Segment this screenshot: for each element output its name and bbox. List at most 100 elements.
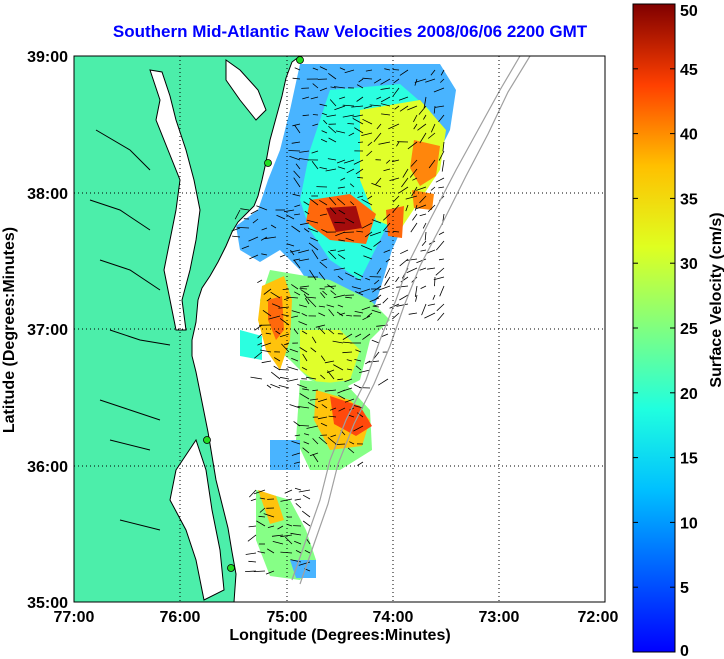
velocity-arrow [356,84,364,89]
velocity-arrow [329,197,337,206]
velocity-arrow [248,236,259,242]
velocity-arrow [312,123,319,127]
velocity-arrow [234,209,241,220]
velocity-arrow [383,222,391,232]
velocity-arrow [436,303,445,312]
velocity-arrow [369,231,382,237]
velocity-arrow [300,222,310,226]
velocity-arrow [384,279,389,285]
velocity-arrow [414,204,418,211]
velocity-arrow [321,404,328,409]
velocity-arrow [342,333,353,340]
velocity-arrow [306,219,319,224]
velocity-arrow [372,303,382,307]
velocity-arrow [384,267,391,279]
velocity-arrow [267,525,275,528]
velocity-arrow [318,312,326,317]
velocity-arrow [337,166,346,170]
velocity-arrow [380,96,391,103]
velocity-arrow [434,276,436,287]
velocity-arrow [256,520,266,527]
velocity-arrow [362,77,373,80]
velocity-arrow [441,159,445,172]
colorbar-tick-label: 0 [680,643,689,659]
velocity-arrow [355,349,362,353]
velocity-arrow [259,507,266,513]
velocity-arrow [346,359,353,362]
velocity-arrow [245,552,257,555]
velocity-arrow [257,333,263,339]
velocity-arrow [271,303,281,308]
velocity-arrow [248,525,257,528]
colorbar-tick-label: 30 [680,256,698,273]
x-tick-label: 72:00 [578,609,619,626]
velocity-arrow [291,225,301,233]
velocity-arrow [354,127,364,134]
velocity-arrow [329,207,337,215]
velocity-arrow [369,104,382,107]
velocity-arrow [378,141,391,145]
velocity-arrow [290,249,295,256]
velocity-arrow [438,231,445,235]
velocity-arrow [297,406,310,409]
velocity-arrow [302,388,310,391]
velocity-arrow [281,343,290,353]
velocity-arrow [312,389,319,392]
velocity-arrow [301,367,308,371]
velocity-arrow [261,253,268,256]
velocity-arrow [438,186,445,189]
velocity-arrow [317,398,328,403]
rivers [89,129,171,531]
velocity-arrow [299,393,310,400]
velocity-arrow [260,349,272,353]
velocity-arrow [302,96,310,100]
velocity-arrow [273,357,281,362]
velocity-arrow [423,96,427,109]
velocity-arrow [400,249,409,255]
velocity-arrow [254,324,263,331]
velocity-arrow [250,209,259,215]
velocity-arrow [318,305,326,308]
velocity-arrow [396,285,409,288]
radar-stations [203,56,304,572]
velocity-arrow [282,288,290,290]
velocity-arrow [299,347,308,353]
velocity-arrow [328,415,337,418]
velocity-arrow [410,159,418,167]
velocity-arrow [270,371,281,380]
velocity-arrow [340,177,346,181]
velocity-arrow [354,359,362,362]
velocity-arrow [401,177,409,188]
velocity-arrow [427,303,436,306]
velocity-arrow [412,213,418,221]
velocity-arrow [439,285,445,297]
velocity-arrow [319,167,328,170]
velocity-arrow [361,132,373,136]
velocity-arrow [304,550,311,554]
velocity-arrow [257,342,263,346]
velocity-arrow [299,288,308,290]
delaware-bay [225,59,267,121]
velocity-arrow [338,394,346,400]
velocity-arrow [295,503,302,509]
velocity-arrow [416,186,427,191]
velocity-arrow [319,261,328,269]
velocity-arrow [391,159,400,163]
velocity-arrow [285,214,295,220]
velocity-arrow [383,168,391,172]
velocity-arrow [338,209,346,215]
velocity-arrow [338,407,346,412]
velocity-arrow [359,369,371,373]
velocity-arrow [420,285,427,289]
velocity-arrow [319,213,328,216]
velocity-arrow [336,311,344,317]
velocity-arrow [362,315,371,321]
velocity-arrow [261,360,272,364]
x-tick-label: 74:00 [373,609,414,626]
velocity-arrow [373,240,382,247]
velocity-arrow [321,229,328,233]
velocity-arrow [440,78,445,83]
velocity-arrow [307,402,319,409]
velocity-arrow [407,105,418,111]
velocity-arrow [326,114,337,117]
